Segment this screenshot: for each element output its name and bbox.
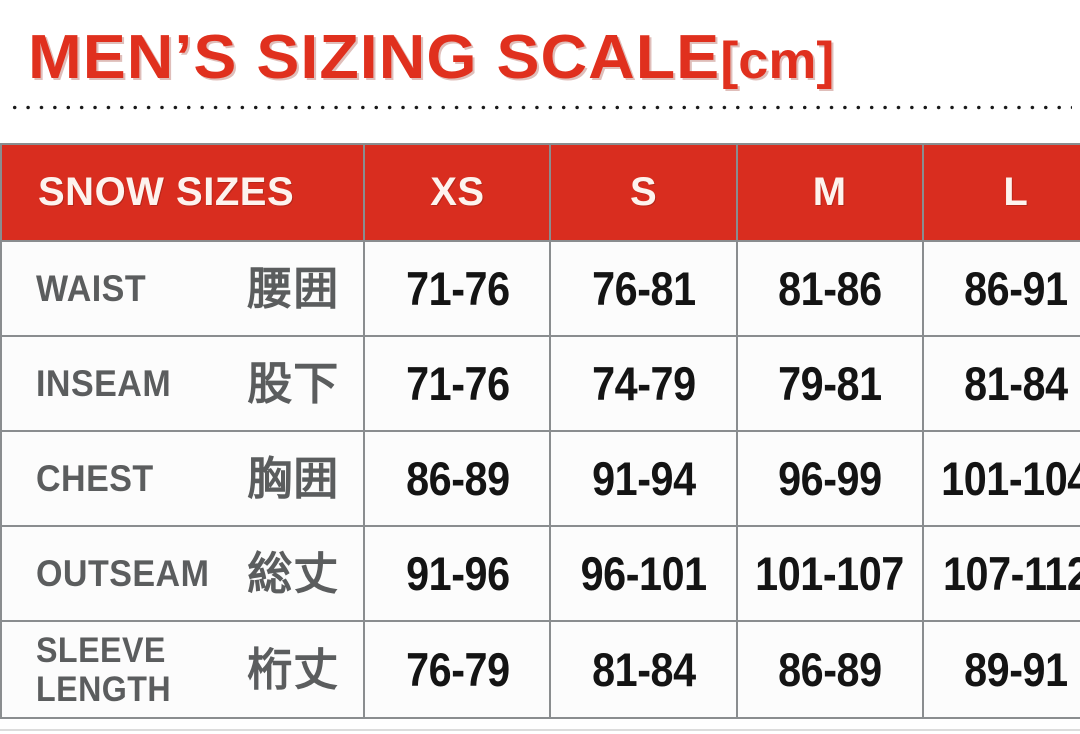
cell-value: 79-81 (777, 357, 882, 410)
table-header: SNOW SIZES XS S M L (0, 143, 1080, 242)
row-label-en: CHEST (36, 458, 154, 499)
page-title-unit: [cm] (720, 32, 835, 90)
cell-value: 71-76 (405, 262, 510, 315)
cell-waist-m: 81-86 (735, 240, 924, 337)
cell-value: 86-89 (405, 452, 510, 505)
row-label-jp: 腰囲 (247, 262, 340, 315)
cell-sleeve-m: 86-89 (735, 620, 924, 719)
row-label-outseam: OUTSEAM 総丈 (0, 525, 366, 622)
cell-outseam-l: 107-112 (921, 525, 1080, 622)
cell-inseam-l: 81-84 (921, 335, 1080, 432)
row-label-jp: 股下 (247, 357, 340, 410)
row-label-jp: 総丈 (247, 547, 340, 600)
row-label-en: OUTSEAM (36, 553, 210, 594)
page-title: MEN’S SIZING SCALE[cm] (28, 26, 834, 93)
cell-value: 86-91 (964, 262, 1068, 315)
page-title-text: MEN’S SIZING SCALE (28, 23, 721, 92)
table-row: CHEST 胸囲 86-89 91-94 96-99 101-104 (0, 430, 1080, 527)
cell-value: 96-99 (777, 452, 882, 505)
row-label-en: WAIST (36, 268, 147, 309)
table-row: INSEAM 股下 71-76 74-79 79-81 81-84 (0, 335, 1080, 432)
cell-inseam-xs: 71-76 (363, 335, 552, 432)
cell-sleeve-l: 89-91 (921, 620, 1080, 719)
table-body: WAIST 腰囲 71-76 76-81 81-86 86-91 INSEAM … (0, 240, 1080, 719)
cell-value: 71-76 (405, 357, 510, 410)
cell-value: 74-79 (591, 357, 696, 410)
cell-sleeve-xs: 76-79 (363, 620, 552, 719)
header-row: SNOW SIZES XS S M L (0, 143, 1080, 242)
cell-outseam-xs: 91-96 (363, 525, 552, 622)
cell-inseam-m: 79-81 (735, 335, 924, 432)
cell-value: 76-79 (405, 643, 510, 696)
cell-value: 76-81 (591, 262, 696, 315)
cell-value: 101-104 (941, 452, 1080, 505)
row-label-jp: 桁丈 (247, 643, 340, 696)
row-label-sleeve-length: SLEEVE LENGTH 桁丈 (0, 620, 366, 719)
table-row: WAIST 腰囲 71-76 76-81 81-86 86-91 (0, 240, 1080, 337)
header-size-l: L (921, 143, 1080, 242)
header-size-xs: XS (363, 143, 552, 242)
cell-value: 86-89 (777, 643, 882, 696)
row-label-chest: CHEST 胸囲 (0, 430, 366, 527)
table-row: OUTSEAM 総丈 91-96 96-101 101-107 107-112 (0, 525, 1080, 622)
row-label-jp: 胸囲 (247, 452, 340, 505)
cell-chest-l: 101-104 (921, 430, 1080, 527)
cell-outseam-m: 101-107 (735, 525, 924, 622)
cell-value: 81-86 (777, 262, 882, 315)
header-snow-sizes: SNOW SIZES (0, 143, 366, 242)
table-row: SLEEVE LENGTH 桁丈 76-79 81-84 86-89 89-91 (0, 620, 1080, 719)
cell-chest-xs: 86-89 (363, 430, 552, 527)
cell-value: 81-84 (591, 643, 696, 696)
row-label-inseam: INSEAM 股下 (0, 335, 366, 432)
cell-value: 91-96 (405, 547, 510, 600)
cell-waist-l: 86-91 (921, 240, 1080, 337)
header-size-s: S (549, 143, 738, 242)
row-label-en: SLEEVE LENGTH (36, 630, 172, 709)
sizing-table: SNOW SIZES XS S M L WAIST 腰囲 71-76 76-81… (0, 143, 1080, 719)
cell-sleeve-s: 81-84 (549, 620, 738, 719)
header-size-m: M (735, 143, 924, 242)
cell-waist-s: 76-81 (549, 240, 738, 337)
cell-value: 96-101 (580, 547, 707, 600)
cell-value: 101-107 (755, 547, 905, 600)
cell-value: 107-112 (942, 547, 1080, 600)
row-label-waist: WAIST 腰囲 (0, 240, 366, 337)
cell-chest-m: 96-99 (735, 430, 924, 527)
dotted-divider (8, 104, 1072, 111)
cell-chest-s: 91-94 (549, 430, 738, 527)
cell-waist-xs: 71-76 (363, 240, 552, 337)
bottom-divider (0, 729, 1080, 731)
cell-value: 81-84 (964, 357, 1068, 410)
cell-value: 91-94 (591, 452, 696, 505)
cell-value: 89-91 (964, 643, 1068, 696)
cell-inseam-s: 74-79 (549, 335, 738, 432)
title-block: MEN’S SIZING SCALE[cm] (0, 0, 1080, 143)
row-label-en: INSEAM (36, 363, 172, 404)
cell-outseam-s: 96-101 (549, 525, 738, 622)
